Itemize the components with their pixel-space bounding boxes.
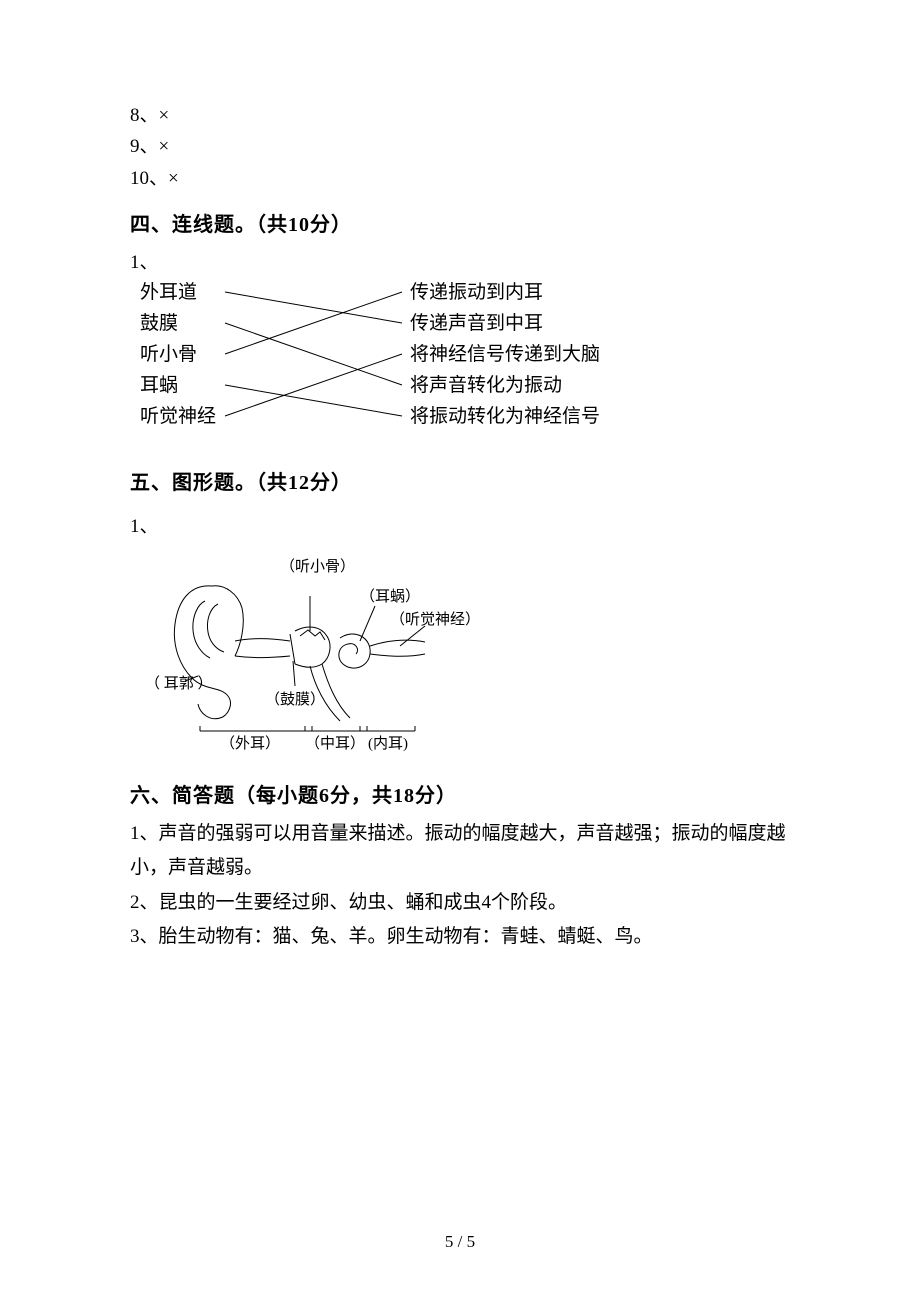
match-left-4: 听觉神经 — [140, 405, 216, 427]
section-6-heading: 六、简答题（每小题6分，共18分） — [130, 779, 790, 808]
label-inner-ear: (内耳) — [368, 735, 408, 752]
label-ossicles: （听小骨） — [280, 558, 355, 575]
section-5-heading: 五、图形题。（共12分） — [130, 466, 790, 495]
section-5-q1-num: 1、 — [130, 511, 790, 538]
label-eardrum: （鼓膜） — [265, 691, 325, 708]
label-middle-ear: （中耳） — [305, 735, 365, 752]
label-outer-ear: （外耳） — [220, 735, 280, 752]
answer-8: 8、× — [130, 100, 790, 131]
answer-10-num: 10 — [130, 168, 149, 189]
label-cochlea: （耳蜗） — [360, 588, 420, 605]
ear-anatomy-diagram: （听小骨） （耳蜗） （听觉神经） （ 耳郭 ） （鼓膜） （外耳） （中耳） … — [150, 546, 490, 756]
answer-10-mark: × — [168, 168, 179, 189]
match-right-2: 将神经信号传递到大脑 — [410, 343, 600, 365]
sec6-a2: 2、昆虫的一生要经过卵、幼虫、蛹和成虫4个阶段。 — [130, 887, 790, 919]
section-4-q1-num: 1、 — [130, 247, 790, 274]
answer-8-mark: × — [159, 105, 170, 126]
match-right-1: 传递声音到中耳 — [410, 312, 543, 334]
match-right-3: 将声音转化为振动 — [410, 374, 562, 396]
section-4-heading: 四、连线题。（共10分） — [130, 208, 790, 237]
page-footer: 5 / 5 — [0, 1232, 920, 1252]
match-left-0: 外耳道 — [140, 281, 197, 303]
answer-9-num: 9 — [130, 136, 140, 157]
ear-diagram-container: （听小骨） （耳蜗） （听觉神经） （ 耳郭 ） （鼓膜） （外耳） （中耳） … — [150, 546, 490, 761]
match-right-0: 传递振动到内耳 — [410, 281, 543, 303]
match-right-4: 将振动转化为神经信号 — [410, 405, 600, 427]
match-left-1: 鼓膜 — [140, 312, 178, 334]
page: 8、× 9、× 10、× 四、连线题。（共10分） 1、 外耳道鼓膜听小骨耳蜗听… — [0, 0, 920, 953]
match-line-0-1 — [225, 292, 402, 323]
match-line-1-3 — [225, 323, 402, 385]
match-line-4-2 — [225, 354, 402, 416]
sec6-a1-line2: 小，声音越弱。 — [130, 852, 790, 884]
match-line-2-0 — [225, 292, 402, 354]
answer-9: 9、× — [130, 131, 790, 162]
match-left-2: 听小骨 — [140, 343, 197, 365]
answer-9-mark: × — [159, 136, 170, 157]
answer-8-num: 8 — [130, 105, 140, 126]
label-nerve: （听觉神经） — [390, 611, 480, 628]
matching-diagram: 外耳道鼓膜听小骨耳蜗听觉神经 传递振动到内耳传递声音到中耳将神经信号传递到大脑将… — [130, 278, 600, 448]
match-left-3: 耳蜗 — [140, 374, 178, 396]
sec6-a1-line1: 1、声音的强弱可以用音量来描述。振动的幅度越大，声音越强；振动的幅度越 — [130, 818, 790, 850]
match-line-3-4 — [225, 385, 402, 416]
label-pinna: （ 耳郭 ） — [150, 675, 213, 692]
sec6-a3: 3、胎生动物有：猫、兔、羊。卵生动物有：青蛙、蜻蜓、鸟。 — [130, 921, 790, 953]
answer-10: 10、× — [130, 163, 790, 194]
